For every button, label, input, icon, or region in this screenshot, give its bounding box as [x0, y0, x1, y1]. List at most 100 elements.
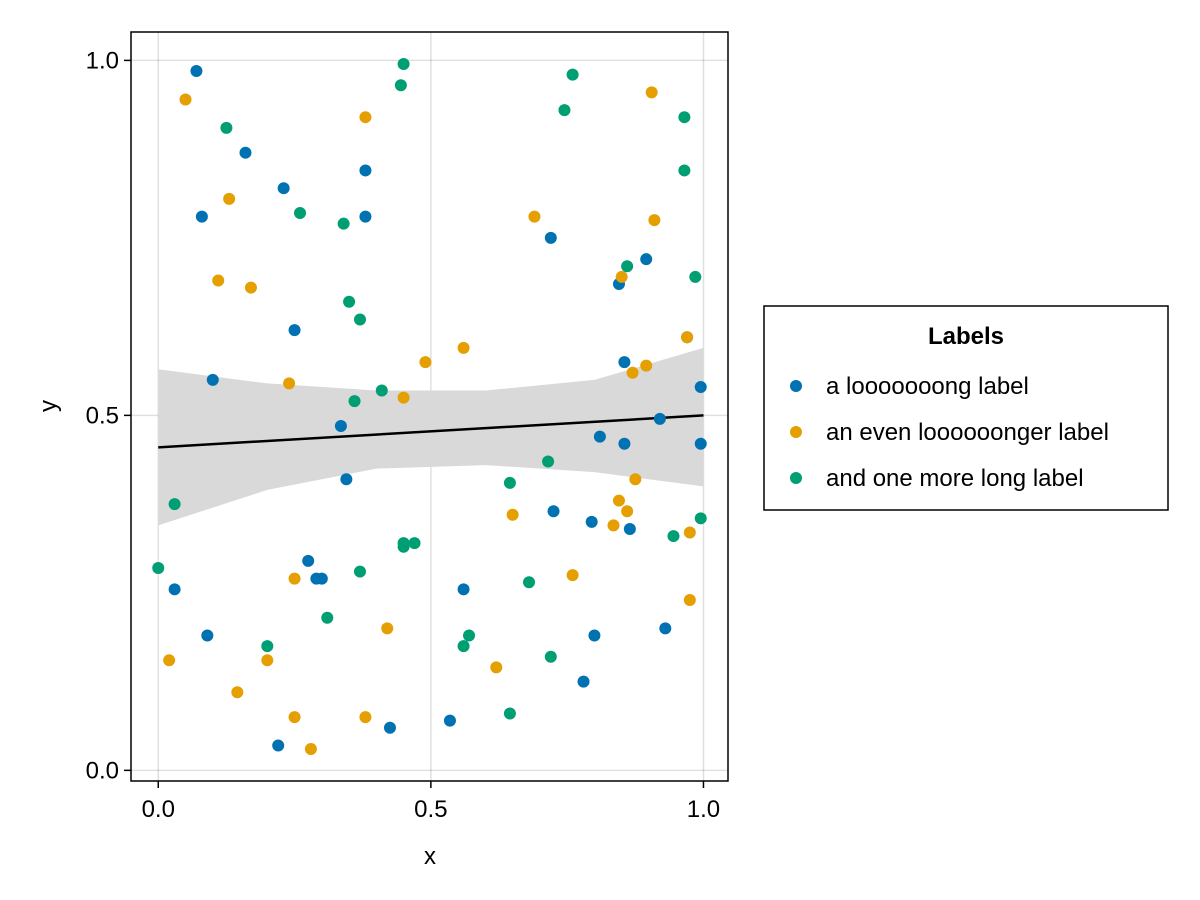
y-tick-label: 0.0: [86, 757, 119, 784]
data-point-series-1: [315, 572, 328, 585]
data-point-series-1: [653, 412, 666, 425]
data-point-series-3: [408, 537, 421, 550]
data-point-series-1: [588, 629, 601, 642]
data-point-series-1: [359, 164, 372, 177]
x-tick-label: 0.5: [414, 796, 447, 823]
data-point-series-1: [239, 146, 252, 159]
data-point-series-2: [612, 494, 625, 507]
data-point-series-3: [457, 640, 470, 653]
data-point-series-2: [212, 274, 225, 287]
data-point-series-3: [397, 57, 410, 70]
data-point-series-3: [353, 313, 366, 326]
data-point-series-2: [506, 508, 519, 521]
data-point-series-2: [397, 391, 410, 404]
data-point-series-2: [683, 526, 696, 539]
data-point-series-2: [244, 281, 257, 294]
data-point-series-3: [394, 79, 407, 92]
data-point-series-1: [443, 714, 456, 727]
x-axis-label: x: [424, 843, 436, 870]
data-point-series-1: [195, 210, 208, 223]
data-point-series-2: [607, 519, 620, 532]
data-point-series-3: [375, 384, 388, 397]
data-point-series-1: [694, 380, 707, 393]
legend-marker-series-1: [790, 380, 802, 392]
axis-ticks: 0.0 0.5 1.0 0.0 0.5 1.0: [86, 47, 721, 823]
data-point-series-1: [168, 583, 181, 596]
data-point-series-3: [689, 270, 702, 283]
data-point-series-3: [523, 576, 535, 589]
legend-entries: a looooooong label an even loooooonger la…: [790, 373, 1109, 492]
data-point-series-1: [340, 473, 353, 486]
data-point-series-2: [640, 359, 653, 372]
data-point-series-3: [544, 650, 557, 663]
data-point-series-1: [383, 721, 396, 734]
data-point-series-2: [419, 356, 432, 369]
legend-title: Labels: [928, 323, 1004, 350]
data-point-series-1: [288, 324, 301, 337]
data-point-series-3: [321, 611, 334, 624]
data-point-series-2: [457, 341, 470, 354]
x-tick-label: 1.0: [687, 796, 720, 823]
confidence-band: [158, 347, 704, 526]
data-point-series-2: [621, 505, 634, 518]
data-point-series-3: [503, 476, 516, 489]
data-point-series-1: [618, 356, 631, 369]
data-point-series-3: [667, 530, 680, 543]
x-tick-label: 0.0: [142, 796, 175, 823]
data-point-series-2: [566, 569, 579, 582]
data-point-series-2: [381, 622, 394, 635]
data-point-series-2: [223, 192, 236, 205]
data-point-series-2: [288, 572, 301, 585]
data-point-series-1: [277, 182, 290, 195]
legend-marker-series-2: [790, 426, 802, 438]
data-point-series-3: [558, 104, 571, 117]
data-point-series-1: [577, 675, 590, 688]
data-point-series-1: [659, 622, 672, 635]
data-point-series-2: [283, 377, 296, 390]
data-point-series-3: [294, 207, 307, 220]
data-point-series-3: [220, 121, 233, 134]
data-point-series-3: [542, 455, 555, 468]
data-point-series-2: [359, 711, 372, 724]
fit-line-layer: [158, 414, 704, 449]
data-point-series-1: [623, 522, 636, 535]
data-point-series-3: [463, 629, 476, 642]
legend-label-series-2: an even loooooonger label: [826, 419, 1109, 446]
data-point-series-2: [288, 711, 301, 724]
data-point-series-3: [152, 562, 165, 575]
data-point-series-1: [585, 515, 598, 528]
regression-line: [158, 414, 704, 449]
plot-frame: [130, 31, 729, 782]
data-point-series-1: [547, 505, 560, 518]
data-point-series-2: [645, 86, 658, 99]
legend: Labels a looooooong label an even loooooo…: [763, 305, 1169, 511]
data-point-series-3: [621, 260, 634, 273]
data-point-series-2: [304, 743, 317, 756]
data-point-series-2: [629, 473, 642, 486]
data-point-series-3: [678, 111, 691, 124]
data-point-series-1: [544, 231, 557, 244]
data-points-layer: [152, 57, 707, 756]
data-point-series-1: [334, 420, 347, 433]
data-point-series-3: [353, 565, 366, 578]
data-point-series-2: [683, 593, 696, 606]
legend-marker-series-3: [790, 472, 802, 484]
data-point-series-1: [201, 629, 214, 642]
data-point-series-2: [615, 270, 628, 283]
data-point-series-2: [528, 210, 541, 223]
data-point-series-2: [490, 661, 503, 674]
confidence-band-layer: [158, 347, 704, 526]
data-point-series-2: [261, 654, 274, 667]
data-point-series-2: [231, 686, 244, 699]
data-point-series-1: [272, 739, 285, 752]
data-point-series-3: [397, 540, 410, 553]
data-point-series-2: [359, 111, 372, 124]
data-point-series-3: [566, 68, 579, 81]
data-point-series-1: [618, 437, 631, 450]
legend-label-series-3: and one more long label: [826, 465, 1084, 492]
data-point-series-1: [359, 210, 372, 223]
legend-box: [763, 305, 1169, 511]
data-point-series-1: [206, 373, 219, 386]
data-point-series-2: [681, 331, 694, 344]
data-point-series-2: [648, 214, 661, 227]
